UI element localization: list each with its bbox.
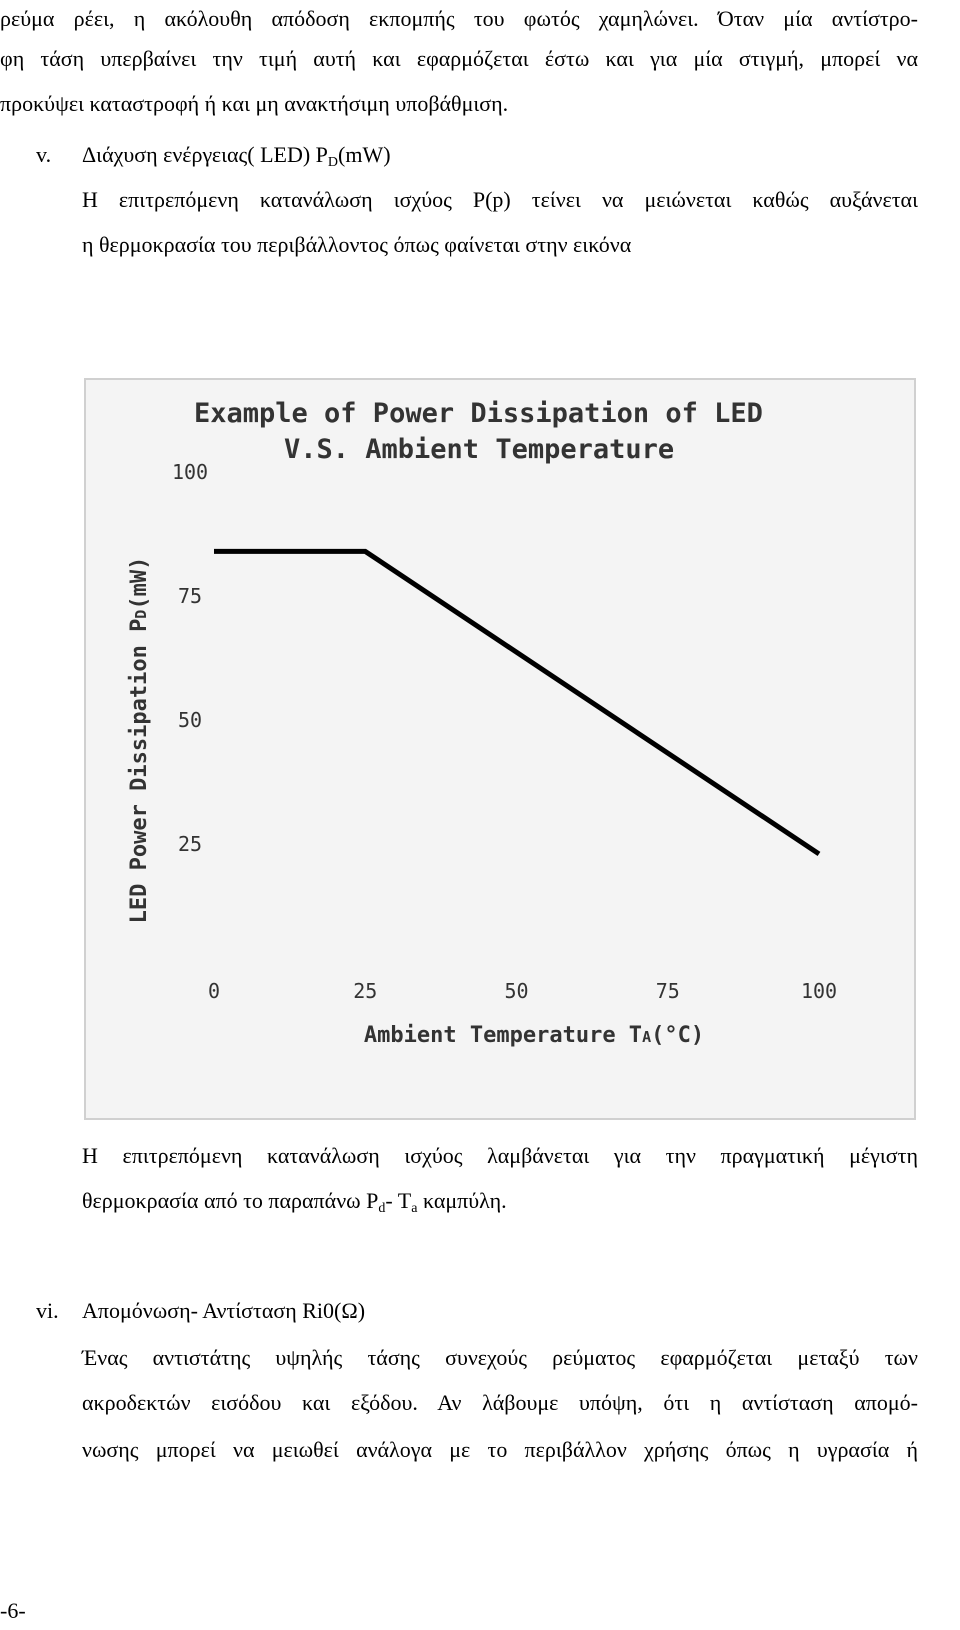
text-line: προκύψει καταστροφή ή και μη ανακτήσιμη …	[0, 91, 509, 116]
chart-title: Example of Power Dissipation of LED	[194, 398, 763, 429]
x-axis-label: Ambient Temperature TA(°C)	[364, 1023, 704, 1048]
y-axis-label: LED Power Dissipation PD(mW)	[127, 557, 152, 924]
x-axis-label-main: Ambient Temperature T	[364, 1023, 642, 1048]
x-tick-label: 50	[504, 979, 528, 1003]
text-line: νωσης μπορεί να μειωθεί ανάλογα με το πε…	[82, 1437, 918, 1462]
x-tick-label: 0	[208, 979, 220, 1003]
caption-sub-a: a	[411, 1201, 418, 1216]
chart-subtitle: V.S. Ambient Temperature	[284, 434, 674, 465]
text-line: Η επιτρεπόμενη κατανάλωση ισχύος P(p) τε…	[82, 187, 918, 212]
y-tick-label: 50	[178, 708, 202, 732]
caption-text-c: καμπύλη.	[417, 1188, 507, 1213]
heading-tail: (mW)	[338, 142, 391, 167]
caption-text-a: θερμοκρασία από το παραπάνω P	[82, 1188, 379, 1213]
series-line	[214, 548, 821, 857]
section-number: vi.	[36, 1298, 59, 1323]
text-line: Ένας αντιστάτης υψηλής τάσης συνεχούς ρε…	[82, 1345, 918, 1370]
section-heading: Απομόνωση- Αντίσταση Ri0(Ω)	[82, 1298, 366, 1323]
y-tick-label: 25	[178, 832, 202, 856]
x-tick-label: 25	[353, 979, 377, 1003]
y-tick-label: 75	[178, 584, 202, 608]
chart-container: Example of Power Dissipation of LED V.S.…	[84, 378, 916, 1120]
text-line: η θερμοκρασία του περιβάλλοντος όπως φαί…	[82, 232, 632, 257]
text-line: ακροδεκτών εισόδου και εξόδου. Αν λάβουμ…	[82, 1390, 918, 1415]
y-axis-label-main: LED Power Dissipation P	[127, 619, 152, 924]
text-line: θερμοκρασία από το παραπάνω Pd- Ta καμπύ…	[82, 1188, 507, 1216]
x-tick-label: 75	[656, 979, 680, 1003]
text-line: Η επιτρεπόμενη κατανάλωση ισχύος λαμβάνε…	[82, 1143, 918, 1168]
y-tick-label: 100	[172, 460, 208, 484]
heading-text: Διάχυση ενέργειας( LED) P	[82, 142, 328, 167]
x-axis-label-tail: (°C)	[651, 1023, 704, 1048]
caption-sub-d: d	[378, 1201, 386, 1216]
x-axis-label-sub: A	[642, 1028, 651, 1046]
page-number: -6-	[0, 1598, 26, 1623]
text-line: φη τάση υπερβαίνει την τιμή αυτή και εφα…	[0, 46, 918, 71]
text-line: ρεύμα ρέει, η ακόλουθη απόδοση εκπομπής …	[0, 6, 918, 31]
power-dissipation-chart: Example of Power Dissipation of LED V.S.…	[127, 398, 837, 1048]
y-axis-label-tail: (mW)	[127, 557, 152, 610]
y-axis-label-sub: D	[132, 610, 150, 619]
caption-text-b: - T	[385, 1188, 412, 1213]
x-tick-label: 100	[801, 979, 837, 1003]
section-number: v.	[36, 142, 52, 167]
heading-subscript: D	[327, 155, 339, 170]
section-heading: Διάχυση ενέργειας( LED) PD(mW)	[82, 142, 391, 170]
